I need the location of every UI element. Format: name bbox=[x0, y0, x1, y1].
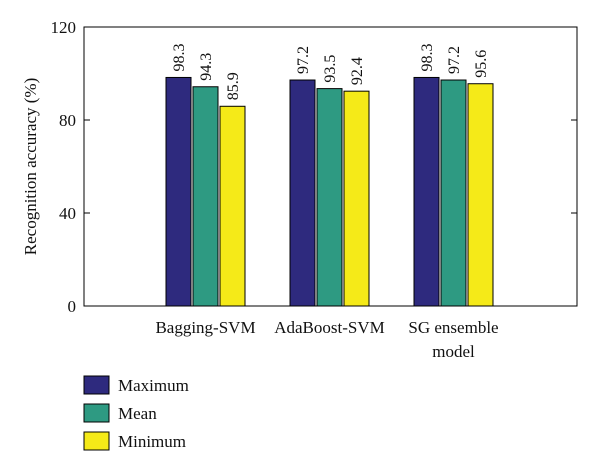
y-tick-label: 40 bbox=[59, 204, 76, 223]
y-axis-label: Recognition accuracy (%) bbox=[21, 78, 40, 255]
bar bbox=[413, 76, 440, 307]
bar-value-label: 98.3 bbox=[419, 43, 436, 71]
bar-value-label: 94.3 bbox=[198, 53, 215, 81]
bar-value-label: 95.6 bbox=[473, 50, 490, 78]
bar-value-label: 93.5 bbox=[322, 55, 339, 83]
y-tick-label: 0 bbox=[68, 297, 77, 316]
bar bbox=[219, 105, 246, 307]
legend-label: Minimum bbox=[118, 432, 186, 451]
legend-swatch bbox=[83, 403, 110, 423]
bar-value-label: 97.2 bbox=[295, 46, 312, 74]
y-tick-label: 120 bbox=[51, 18, 77, 37]
plot-area: 0 40 80 120 Recognition accuracy (%) 98.3 94.3… bbox=[21, 18, 578, 361]
bar-value-label: 98.3 bbox=[171, 43, 188, 71]
bar bbox=[343, 90, 370, 307]
bar bbox=[440, 79, 467, 307]
bar-value-label: 85.9 bbox=[225, 72, 242, 100]
bar-value-label: 92.4 bbox=[349, 57, 366, 85]
x-category-label: AdaBoost-SVM bbox=[274, 318, 385, 337]
bar bbox=[467, 83, 494, 307]
x-category-label: SG ensemble bbox=[408, 318, 498, 337]
y-tick-label: 80 bbox=[59, 111, 76, 130]
x-category-label: model bbox=[432, 342, 475, 361]
bar bbox=[316, 88, 343, 307]
legend-swatch bbox=[83, 375, 110, 395]
bar bbox=[289, 79, 316, 307]
legend-swatch bbox=[83, 431, 110, 451]
bar-value-label: 97.2 bbox=[446, 46, 463, 74]
legend: Maximum Mean Minimum bbox=[83, 375, 189, 451]
bar bbox=[165, 76, 192, 307]
legend-label: Maximum bbox=[118, 376, 189, 395]
x-category-label: Bagging-SVM bbox=[155, 318, 255, 337]
bar bbox=[192, 86, 219, 307]
legend-label: Mean bbox=[118, 404, 157, 423]
